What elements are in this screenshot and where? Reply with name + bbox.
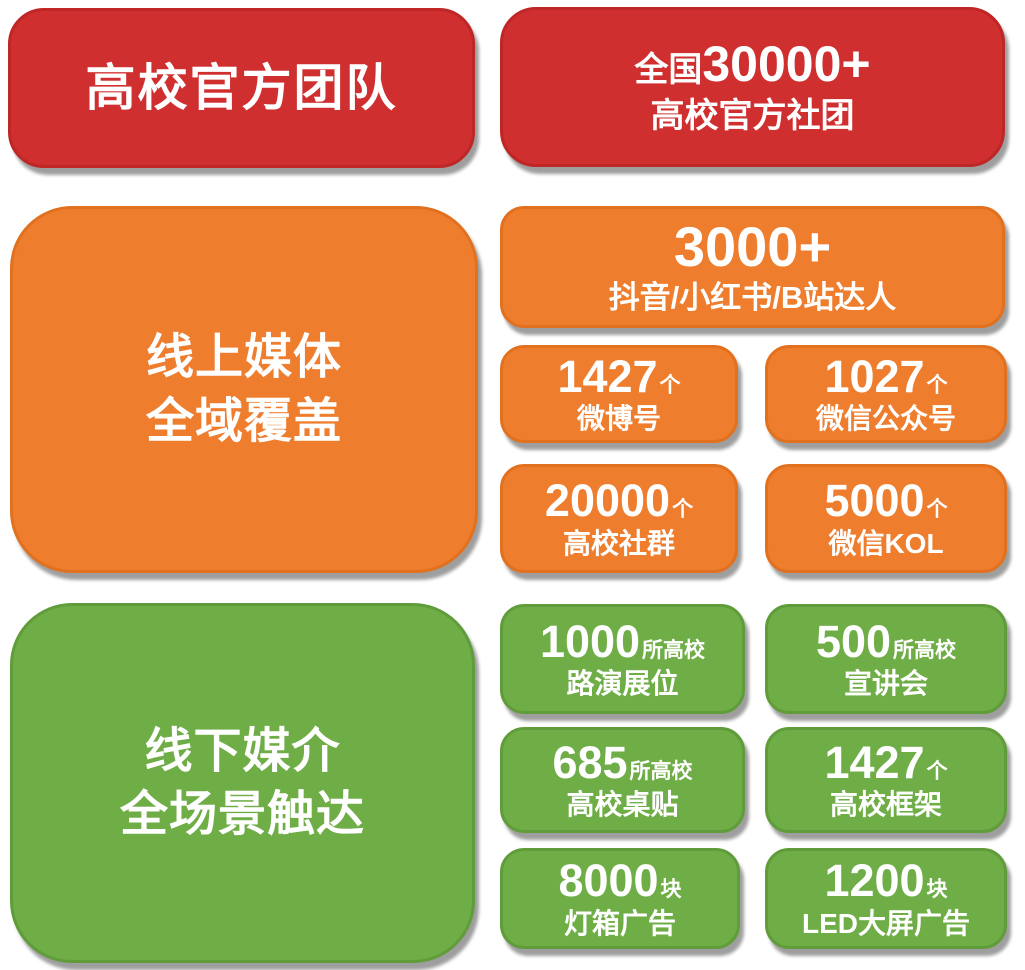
influencers-number: 3000+ (673, 215, 832, 278)
campus-groups-number-line: 20000个 (545, 477, 693, 524)
wechat-kol-unit: 个 (926, 498, 948, 522)
roadshow-number-line: 1000所高校 (540, 618, 705, 665)
campus-frame-number-line: 1427个 (824, 739, 947, 786)
desk-sticker-label: 高校桌贴 (566, 789, 679, 821)
red-stat-box: 全国30000+ 高校官方社团 (500, 7, 1005, 167)
online-media-title: 线上媒体 全域覆盖 (146, 326, 342, 453)
lightbox-ad-label: 灯箱广告 (563, 907, 676, 939)
campus-groups-label: 高校社群 (562, 527, 675, 559)
wechat-kol-stat-box: 5000个 微信KOL (765, 464, 1007, 573)
campus-frame-stat-box: 1427个 高校框架 (765, 727, 1007, 833)
red-title-box: 高校官方团队 (8, 8, 475, 168)
campus-groups-number: 20000 (544, 475, 671, 527)
info-session-unit: 所高校 (893, 638, 957, 662)
info-session-stat-box: 500所高校 宣讲会 (765, 604, 1007, 714)
roadshow-label: 路演展位 (566, 668, 679, 700)
wechat-kol-label: 微信KOL (828, 527, 944, 559)
roadshow-number: 1000 (539, 615, 641, 667)
desk-sticker-number: 685 (552, 736, 628, 788)
desk-sticker-unit: 所高校 (629, 759, 693, 783)
wechat-official-number: 1027 (824, 350, 925, 402)
influencers-label: 抖音/小红书/B站达人 (608, 279, 897, 315)
roadshow-unit: 所高校 (642, 638, 706, 662)
led-screen-ad-number: 1200 (824, 855, 925, 907)
influencers-stat-box: 3000+ 抖音/小红书/B站达人 (500, 206, 1005, 328)
led-screen-ad-label: LED大屏广告 (801, 907, 970, 939)
campus-frame-unit: 个 (926, 759, 948, 783)
wechat-official-number-line: 1027个 (824, 353, 947, 400)
wechat-kol-number: 5000 (824, 475, 925, 527)
info-session-label: 宣讲会 (843, 668, 928, 700)
online-media-title-line1: 线上媒体 (145, 331, 342, 385)
red-stat-prefix: 全国 (634, 51, 703, 90)
offline-media-title-line1: 线下媒介 (144, 724, 341, 778)
lightbox-ad-number-line: 8000块 (558, 857, 681, 904)
lightbox-ad-unit: 块 (660, 878, 682, 902)
desk-sticker-number-line: 685所高校 (552, 739, 692, 786)
online-media-title-line2: 全域覆盖 (145, 394, 342, 448)
lightbox-ad-number: 8000 (558, 855, 659, 907)
offline-media-title-line2: 全场景触达 (119, 788, 365, 841)
weibo-number: 1427 (557, 350, 658, 402)
info-session-number: 500 (815, 615, 892, 667)
offline-media-title: 线下媒介 全场景触达 (120, 720, 365, 847)
led-screen-ad-unit: 块 (926, 878, 948, 902)
red-stat-number: 30000+ (702, 36, 871, 93)
weibo-label: 微博号 (576, 403, 661, 435)
campus-frame-label: 高校框架 (829, 789, 942, 821)
roadshow-stat-box: 1000所高校 路演展位 (500, 604, 745, 714)
wechat-kol-number-line: 5000个 (824, 477, 947, 524)
weibo-number-line: 1427个 (557, 353, 680, 400)
desk-sticker-stat-box: 685所高校 高校桌贴 (500, 727, 745, 833)
campus-groups-unit: 个 (672, 498, 694, 522)
online-media-title-box: 线上媒体 全域覆盖 (10, 206, 478, 573)
led-screen-ad-number-line: 1200块 (824, 857, 947, 904)
red-stat-label: 高校官方社团 (650, 97, 855, 136)
campus-groups-stat-box: 20000个 高校社群 (500, 464, 738, 573)
red-stat-number-line: 全国30000+ (634, 37, 870, 92)
weibo-stat-box: 1427个 微博号 (500, 345, 738, 443)
offline-media-title-box: 线下媒介 全场景触达 (10, 603, 475, 963)
wechat-official-stat-box: 1027个 微信公众号 (765, 345, 1007, 443)
red-title: 高校官方团队 (85, 59, 398, 116)
wechat-official-unit: 个 (926, 373, 948, 397)
lightbox-ad-stat-box: 8000块 灯箱广告 (500, 848, 740, 949)
led-screen-ad-stat-box: 1200块 LED大屏广告 (765, 848, 1007, 949)
wechat-official-label: 微信公众号 (815, 403, 956, 435)
info-session-number-line: 500所高校 (816, 618, 956, 665)
weibo-unit: 个 (659, 373, 681, 397)
campus-frame-number: 1427 (824, 736, 925, 788)
